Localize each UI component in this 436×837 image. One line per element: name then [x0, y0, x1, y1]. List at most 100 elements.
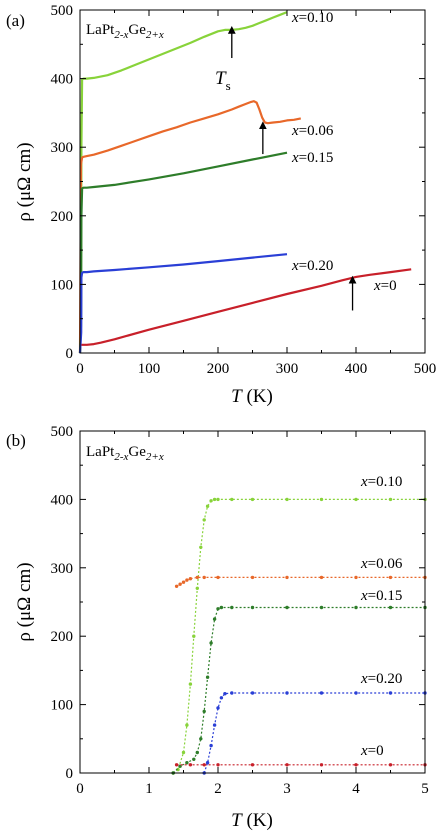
data-point-x015	[185, 761, 189, 765]
panel-b-label: (b)	[6, 431, 26, 450]
data-point-x006	[195, 575, 199, 580]
panel-b-title: LaPt2-xGe2+x	[86, 444, 164, 463]
panel-b-series-labels: x=0.10 x=0.06 x=0.15 x=0.20 x=0	[360, 474, 403, 759]
panel-a-ylabel: ρ (μΩ cm)	[14, 142, 35, 221]
series-line-x0	[81, 268, 412, 346]
data-point-x020	[230, 691, 234, 695]
y-tick-label: 100	[51, 698, 74, 714]
data-point-x0	[354, 763, 358, 767]
series-line-x006	[78, 100, 302, 354]
y-tick-label: 400	[51, 72, 74, 88]
data-point-x020	[205, 761, 210, 765]
panel-a-ticks: 0 100 200 300 400 500 0 100 200 300 400 500	[51, 3, 436, 377]
data-point-x006	[181, 580, 186, 584]
data-point-x015	[250, 605, 255, 610]
data-point-x020	[223, 692, 227, 696]
data-point-x010	[250, 497, 255, 502]
data-point-x015	[199, 737, 203, 741]
series-label-b-x015: x=0.15	[360, 588, 402, 604]
data-point-x020	[216, 706, 220, 710]
data-point-x006	[216, 575, 220, 580]
x-tick-label: 0	[76, 781, 84, 797]
data-point-x010	[202, 518, 206, 522]
data-point-x0	[174, 763, 179, 767]
data-point-x015	[195, 750, 199, 755]
panel-b-series	[171, 497, 427, 775]
data-point-x006	[185, 578, 189, 582]
data-point-x006	[178, 582, 182, 586]
panel-a: (a) 0 100 200 300 400 500 0 100 200 300 400 500 LaP…	[6, 3, 436, 407]
x-tick-label: 3	[283, 781, 291, 797]
data-point-x0	[388, 763, 393, 767]
data-point-x010	[319, 497, 324, 502]
data-point-x0	[216, 763, 220, 767]
data-point-x020	[354, 691, 358, 695]
y-tick-label: 300	[51, 140, 74, 156]
data-point-x015	[192, 757, 196, 761]
series-label-x006: x=0.06	[291, 123, 334, 139]
panel-a-title: LaPt2-xGe2+x	[86, 22, 164, 41]
y-tick-label: 200	[51, 209, 74, 225]
data-point-x010	[216, 497, 220, 502]
data-point-x010	[205, 504, 210, 508]
data-point-x0	[188, 763, 193, 767]
data-point-x006	[354, 575, 358, 580]
x-tick-label: 5	[421, 781, 429, 797]
data-point-x006	[319, 575, 324, 580]
y-tick-label: 500	[51, 3, 74, 19]
series-trace-x006	[176, 576, 425, 587]
panel-b-ylabel: ρ (μΩ cm)	[14, 562, 35, 641]
series-label-b-x006: x=0.06	[360, 556, 403, 572]
series-label-b-x020: x=0.20	[360, 671, 402, 687]
series-label-b-x010: x=0.10	[360, 474, 402, 490]
data-point-x015	[219, 605, 224, 610]
y-tick-label: 0	[66, 346, 74, 362]
data-point-x010	[212, 497, 217, 502]
data-point-x015	[202, 709, 206, 714]
data-point-x0	[319, 763, 324, 767]
y-tick-label: 0	[66, 766, 74, 782]
data-point-x010	[388, 497, 393, 502]
panel-a-series-labels: x=0.10 x=0.06 x=0.15 x=0.20 x=0	[291, 10, 397, 294]
series-line-x020	[78, 253, 288, 354]
panel-a-xlabel: T (K)	[231, 386, 273, 407]
series-label-x0: x=0	[373, 278, 397, 294]
data-point-x020	[250, 691, 255, 695]
series-trace-x020	[203, 692, 425, 774]
series-label-b-x0: x=0	[360, 743, 384, 759]
data-point-x015	[230, 605, 234, 610]
data-point-x006	[250, 575, 255, 580]
y-tick-label: 400	[51, 492, 74, 508]
series-label-x015: x=0.15	[291, 150, 333, 166]
data-point-x010	[192, 634, 196, 638]
panel-a-ts-annotation: Ts	[215, 68, 231, 93]
data-point-x020	[219, 696, 224, 700]
panel-a-series	[78, 11, 412, 354]
data-point-x020	[285, 691, 289, 695]
data-point-x006	[202, 575, 206, 580]
series-line-x015	[78, 151, 288, 354]
x-tick-label: 4	[352, 781, 360, 797]
data-point-x010	[185, 723, 189, 727]
x-tick-label: 300	[276, 361, 299, 377]
data-point-x006	[388, 575, 393, 580]
data-point-x020	[388, 691, 393, 695]
data-point-x006	[285, 575, 289, 580]
data-point-x015	[319, 605, 324, 610]
data-point-x006	[174, 584, 179, 588]
panel-a-arrows	[227, 25, 357, 311]
y-tick-label: 500	[51, 424, 74, 440]
data-point-x015	[354, 605, 358, 610]
x-tick-label: 1	[145, 781, 153, 797]
y-tick-label: 200	[51, 629, 74, 645]
panel-a-label: (a)	[6, 11, 25, 30]
data-point-x0	[250, 763, 255, 767]
series-label-x010: x=0.10	[291, 10, 333, 26]
data-point-x010	[209, 499, 213, 503]
x-tick-label: 100	[138, 361, 161, 377]
data-point-x010	[230, 497, 234, 502]
data-point-x020	[209, 743, 213, 748]
data-point-x0	[202, 763, 206, 767]
